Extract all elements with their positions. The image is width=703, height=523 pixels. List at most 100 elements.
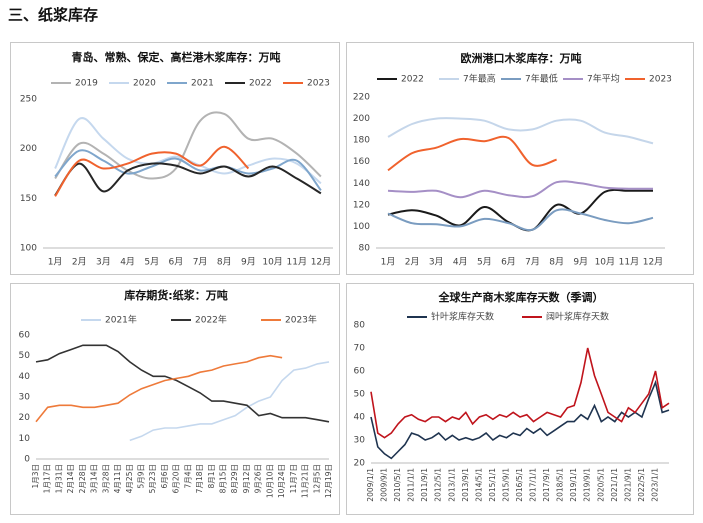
x-tick-label: 11月7日 [289,464,298,493]
y-tick-label: 30 [354,436,366,446]
y-tick-label: 200 [20,144,37,154]
x-tick-label: 1月 [381,257,396,268]
y-tick-label: 30 [19,393,31,403]
x-tick-label: 5月 [144,257,159,268]
x-tick-label: 7月 [525,257,540,268]
x-tick-label: 2月 [405,257,420,268]
series-line [129,361,330,442]
x-tick-label: 8月 [217,257,232,268]
x-tick-label: 5月9日 [136,464,145,489]
x-tick-label: 2013/1/1 [447,468,456,502]
legend-label: 2020 [133,79,156,89]
x-tick-label: 3月 [429,257,444,268]
series-line [370,379,670,460]
y-tick-label: 80 [359,244,371,254]
x-tick-label: 3月 [96,257,111,268]
chart-title: 全球生产商木浆库存天数（季调） [438,290,604,304]
x-tick-label: 6月20日 [172,464,181,493]
x-tick-label: 1月31日 [54,464,63,493]
x-tick-label: 7月 [193,257,208,268]
x-tick-label: 2021/1/1 [610,468,619,502]
x-tick-label: 9月 [241,257,256,268]
section-title: 三、纸浆库存 [8,6,99,24]
x-tick-label: 8月1日 [207,464,216,489]
series-line [35,354,283,423]
legend-label: 2022年 [195,314,227,326]
x-tick-label: 12月5日 [312,464,321,493]
legend-label: 7年平均 [587,73,620,85]
x-tick-label: 2月14日 [66,464,75,493]
x-tick-label: 6月 [501,257,516,268]
x-tick-label: 4月 [453,257,468,268]
chart: 青岛、常熟、保定、高栏港木浆库存：万吨 100 150 200 250 1月 2月 3月 4月 5… [20,50,333,268]
chart-title: 欧洲港口木浆库存：万吨 [461,51,582,65]
chart-panel: 青岛、常熟、保定、高栏港木浆库存：万吨 100 150 200 250 1月 2月 3月 4月 5… [10,42,340,275]
series-line [54,162,322,197]
x-tick-label: 9月12日 [242,464,251,493]
legend-label: 2023 [649,75,672,85]
legend-label: 2021年 [105,314,137,326]
x-tick-label: 2022/5/1 [637,468,646,502]
x-tick-label: 11月 [619,257,639,268]
x-tick-label: 2009/9/1 [380,468,389,502]
x-tick-label: 9月26日 [254,464,263,493]
x-tick-label: 8月 [549,257,564,268]
x-tick-label: 4月11日 [113,464,122,493]
y-tick-label: 140 [353,179,370,189]
x-tick-label: 2017/1/1 [529,468,538,502]
y-tick-label: 0 [24,455,30,465]
x-tick-label: 11月21日 [301,464,310,498]
x-tick-label: 10月 [595,257,615,268]
x-tick-label: 2016/5/1 [515,468,524,502]
chart: 全球生产商木浆库存天数（季调） 20 30 40 50 60 70 80 2009/1/1 200… [354,290,670,502]
y-tick-label: 80 [354,321,366,331]
chart-panel: 欧洲港口木浆库存：万吨 80 100 120 140 160 180 200 220 1月 2月 3月… [346,42,694,275]
y-tick-label: 200 [353,114,370,124]
x-tick-label: 4月25日 [125,464,134,493]
y-tick-label: 150 [20,194,37,204]
y-tick-label: 120 [353,200,370,210]
y-tick-label: 40 [354,413,366,423]
x-tick-label: 2017/9/1 [542,468,551,502]
x-tick-label: 2012/5/1 [434,468,443,502]
x-tick-label: 2010/5/1 [393,468,402,502]
y-tick-label: 50 [354,390,366,400]
y-tick-label: 40 [19,372,31,382]
x-tick-label: 11月 [287,257,307,268]
x-tick-label: 1月17日 [43,464,52,493]
legend-label: 阔叶浆库存天数 [546,311,609,323]
series-line [387,117,654,145]
legend-label: 2023年 [285,314,317,326]
x-tick-label: 2009/1/1 [366,468,375,502]
x-tick-label: 7月4日 [183,464,192,489]
legend-label: 2023 [307,79,330,89]
x-tick-label: 7月18日 [195,464,204,493]
x-tick-label: 2023/1/1 [650,468,659,502]
x-tick-label: 5月23日 [148,464,157,493]
y-tick-label: 220 [353,93,370,103]
x-tick-label: 4月 [120,257,135,268]
x-tick-label: 1月3日 [31,464,40,489]
chart-title: 青岛、常熟、保定、高栏港木浆库存：万吨 [72,50,281,64]
legend-label: 7年最低 [525,73,558,85]
legend-label: 7年最高 [463,73,496,85]
chart-panel: 库存期货:纸浆：万吨 0 10 20 30 40 50 60 1月3日 1月17日 1月31日 2月1… [10,283,340,515]
x-tick-label: 12月 [311,257,331,268]
x-tick-label: 2019/9/1 [583,468,592,502]
x-tick-label: 2019/1/1 [569,468,578,502]
x-tick-label: 2015/9/1 [501,468,510,502]
x-tick-label: 2020/5/1 [596,468,605,502]
x-tick-label: 10月 [262,257,282,268]
series-line [387,180,654,199]
x-tick-label: 2014/5/1 [474,468,483,502]
y-tick-label: 250 [20,95,37,105]
y-tick-label: 180 [353,136,370,146]
y-tick-label: 20 [19,413,31,423]
x-tick-label: 12月19日 [324,464,333,498]
x-tick-label: 8月15日 [219,464,228,493]
x-tick-label: 8月29日 [230,464,239,493]
x-tick-label: 5月 [477,257,492,268]
series-line [54,111,322,180]
y-tick-label: 100 [353,222,370,232]
